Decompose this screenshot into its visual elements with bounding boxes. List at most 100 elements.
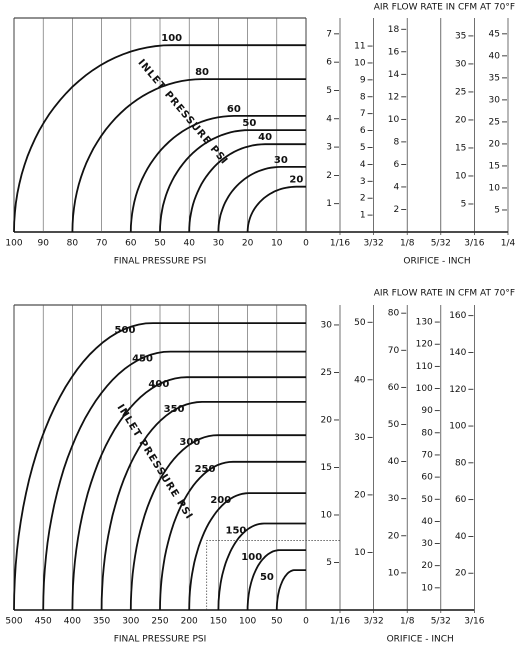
orifice-axis-label: ORIFICE - INCH [403,257,470,267]
scale-tick-label: 30 [489,95,501,105]
scale-tick-label: 30 [455,59,467,69]
x-tick-label: 80 [67,239,79,249]
x-tick-label: 30 [213,239,225,249]
scale-tick-label: 25 [321,368,332,378]
x-tick-label: 300 [122,617,139,627]
curve-label: 50 [260,572,274,583]
curve-label: 450 [132,354,153,365]
annotation: INLET PRESSURE PSI [135,58,229,168]
curve-label: 350 [164,404,185,415]
scale-tick-label: 6 [393,160,399,170]
scale-tick-label: 18 [388,25,400,35]
scale-tick-label: 4 [360,160,366,170]
chart-title: AIR FLOW RATE IN CFM AT 70°F [374,289,515,299]
scale-tick-label: 2 [326,171,332,181]
pressure-curve [217,166,306,233]
curve-label: 500 [115,325,136,336]
curve-label: 80 [195,67,209,78]
scale-tick-label: 15 [321,463,332,473]
x-tick-label: 150 [210,617,227,627]
orifice-tick-label: 1/16 [330,617,350,627]
x-tick-label: 50 [271,617,283,627]
scale-tick-label: 30 [321,320,333,330]
scale-tick-label: 5 [326,558,332,568]
orifice-tick-label: 3/16 [464,239,484,249]
pressure-curve [188,492,306,611]
scale-tick-label: 12 [388,92,399,102]
pressure-curve [129,115,306,233]
scale-tick-label: 30 [388,494,400,504]
pressure-curve [275,569,306,610]
scale-tick-label: 5 [494,205,500,215]
x-tick-label: 350 [93,617,110,627]
scale-tick-label: 3 [326,143,332,153]
scale-tick-label: 100 [449,422,466,432]
scale-tick-label: 3 [360,177,366,187]
x-tick-label: 0 [303,617,309,627]
curve-label: 60 [227,104,241,115]
x-tick-label: 250 [151,617,168,627]
orifice-tick-label: 1/16 [330,239,350,249]
orifice-tick-label: 1/4 [501,239,516,249]
curve-label: 400 [148,379,169,390]
scale-tick-label: 9 [360,75,366,85]
x-axis-label: FINAL PRESSURE PSI [114,635,207,645]
orifice-tick-label: 3/16 [464,617,484,627]
scale-tick-label: 60 [421,473,433,483]
orifice-tick-label: 1/8 [400,617,415,627]
curve-label: 100 [241,552,262,563]
scale-tick-label: 40 [421,517,433,527]
scale-tick-label: 20 [421,561,433,571]
pressure-curve [129,434,306,611]
scale-tick-label: 45 [489,29,500,39]
pressure-curve [42,350,306,611]
scale-tick-label: 60 [388,383,400,393]
scale-tick-label: 100 [416,384,433,394]
scale-tick-label: 40 [489,51,501,61]
pressure-curve [217,522,306,611]
x-tick-label: 200 [181,617,198,627]
scale-tick-label: 20 [455,569,467,579]
pressure-curve [159,460,306,611]
curve-label: 250 [195,464,216,475]
x-axis-label: FINAL PRESSURE PSI [114,257,207,267]
scale-tick-label: 120 [449,385,466,395]
scale-tick-label: 10 [321,510,333,520]
scale-tick-label: 30 [421,539,433,549]
scale-tick-label: 14 [388,70,400,80]
pressure-curve [246,549,306,610]
orifice-tick-label: 5/32 [431,617,451,627]
x-tick-label: 100 [239,617,256,627]
scale-tick-label: 4 [393,182,399,192]
scale-tick-label: 10 [455,171,467,181]
scale-tick-label: 50 [421,495,433,505]
x-tick-label: 100 [5,239,22,249]
scale-tick-label: 35 [455,31,466,41]
scale-tick-label: 160 [449,311,466,321]
chart-title: AIR FLOW RATE IN CFM AT 70°F [374,3,515,13]
pressure-curve [13,322,306,611]
scale-tick-label: 110 [416,362,433,372]
scale-tick-label: 15 [455,143,466,153]
x-tick-label: 70 [96,239,108,249]
scale-tick-label: 11 [354,42,365,52]
scale-tick-label: 2 [393,205,399,215]
orifice-tick-label: 5/32 [431,239,451,249]
scale-tick-label: 80 [421,428,433,438]
curve-label: 100 [161,33,182,44]
scale-tick-label: 80 [455,458,467,468]
x-tick-label: 10 [271,239,283,249]
curve-label: 30 [274,155,288,166]
scale-tick-label: 40 [354,375,366,385]
orifice-tick-label: 3/32 [363,617,383,627]
curve-label: 40 [258,132,272,143]
scale-tick-label: 4 [326,114,332,124]
scale-tick-label: 10 [421,583,433,593]
x-tick-label: 50 [154,239,166,249]
scale-tick-label: 1 [326,199,332,209]
scale-tick-label: 40 [455,532,467,542]
x-tick-label: 20 [242,239,254,249]
scale-tick-label: 10 [354,58,366,68]
scale-tick-label: 35 [489,73,500,83]
scale-tick-label: 25 [455,87,466,97]
